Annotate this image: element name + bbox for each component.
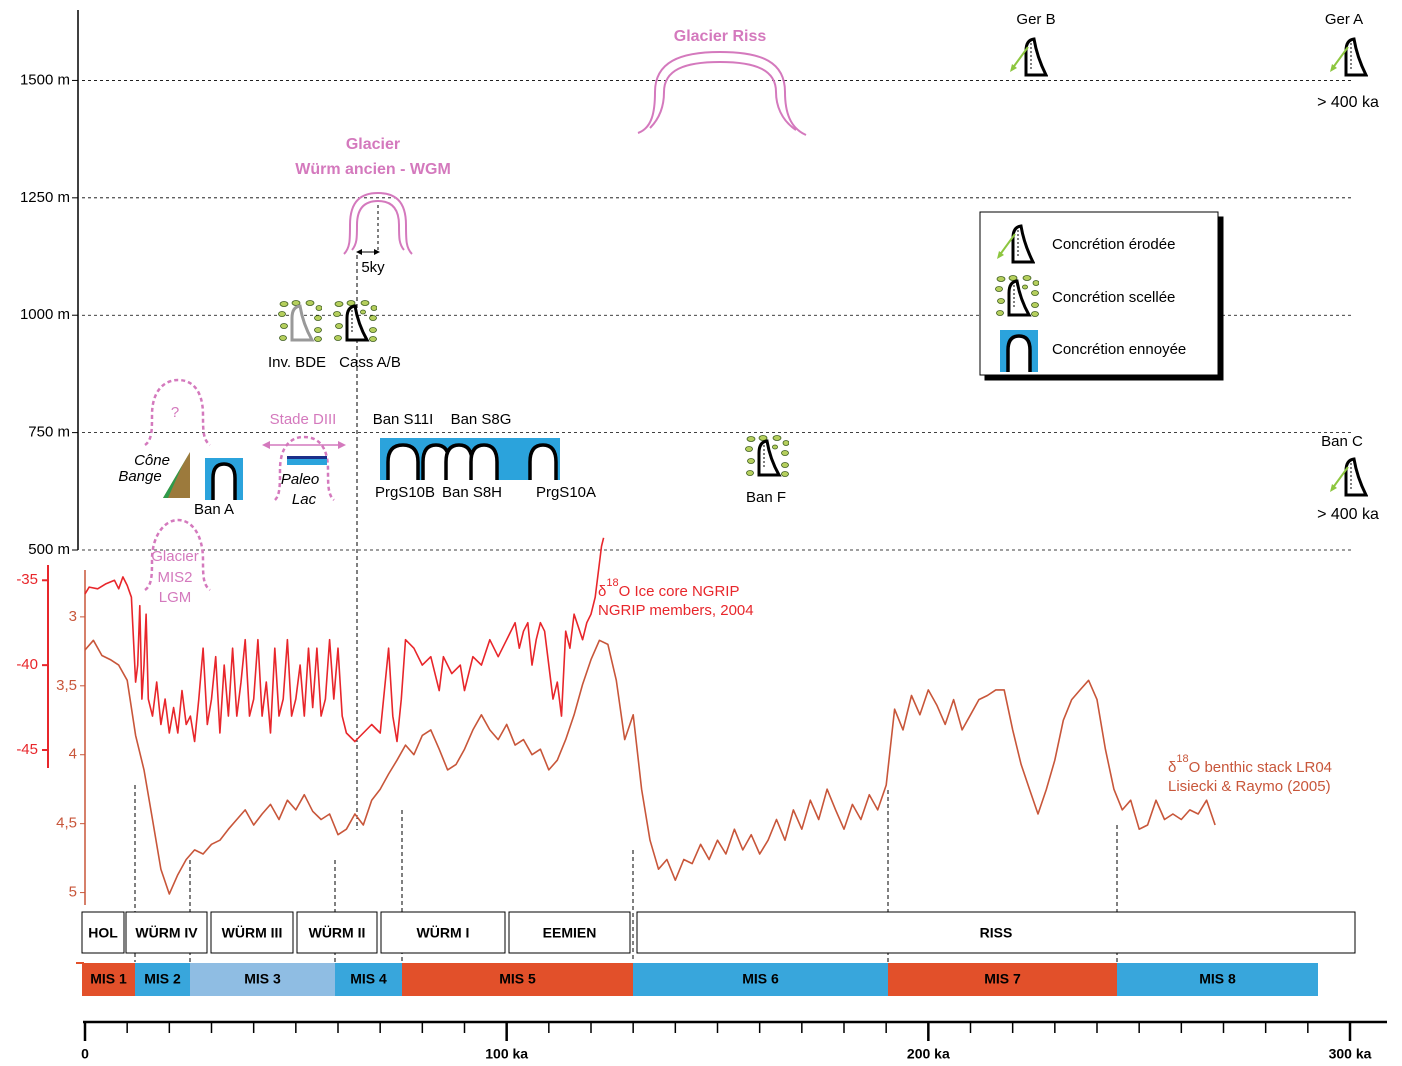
annotation: Cône <box>134 452 170 469</box>
annotation: Ban C <box>1321 433 1363 450</box>
series-label-part: 18 <box>1176 753 1188 765</box>
series-label-part: δ <box>598 583 606 600</box>
y-tick-label: 1000 m <box>20 306 70 323</box>
annotation: Ger B <box>1016 11 1055 28</box>
series-label-part: O Ice core NGRIP <box>619 583 740 600</box>
series-source: NGRIP members, 2004 <box>598 602 754 619</box>
annotation: Stade DIII <box>270 411 337 428</box>
y3-tick-label: 5 <box>69 884 77 901</box>
annotation: Paleo <box>281 471 319 488</box>
annotation: Ban A <box>194 501 234 518</box>
y-tick-label: 750 m <box>28 424 70 441</box>
series-label-part: δ <box>1168 759 1176 776</box>
chart: 500 m 750 m 1000 m 1250 m 1500 m -35 -40 -45 3 3,… <box>0 0 1402 1066</box>
annotation: Ban S8G <box>451 411 512 428</box>
annotation: Glacier <box>151 548 199 565</box>
annotation: PrgS10A <box>536 484 596 501</box>
series-source: Lisiecki & Raymo (2005) <box>1168 778 1331 795</box>
annotation: Würm ancien - WGM <box>295 161 451 178</box>
x-tick-label: 0 <box>81 1046 89 1062</box>
annotation: Inv. BDE <box>268 354 326 371</box>
period-label: WÜRM II <box>309 925 366 941</box>
legend-label: Concrétion scellée <box>1052 289 1175 306</box>
period-label: HOL <box>88 925 118 941</box>
y2-tick-label: -45 <box>16 741 38 758</box>
annotation: Glacier Riss <box>674 28 767 45</box>
x-tick-label: 200 ka <box>907 1046 950 1062</box>
y3-tick-label: 3 <box>69 608 77 625</box>
period-label: RISS <box>980 925 1013 941</box>
annotation: MIS2 <box>157 569 192 586</box>
annotation: > 400 ka <box>1317 94 1379 111</box>
glacier-riss <box>638 52 806 135</box>
annotation: LGM <box>159 589 192 606</box>
legend-label: Concrétion ennoyée <box>1052 341 1186 358</box>
series-label-part: O benthic stack LR04 <box>1189 759 1332 776</box>
mis-label: MIS 4 <box>350 971 387 987</box>
series-label-part: 18 <box>606 577 618 589</box>
x-axis: 0 100 ka 200 ka 300 ka <box>81 1022 1387 1062</box>
y2-tick-label: -40 <box>16 656 38 673</box>
y-tick-label: 500 m <box>28 541 70 558</box>
grid: 500 m 750 m 1000 m 1250 m 1500 m -35 -40 -45 3 3,… <box>16 10 1352 905</box>
y-tick-label: 1500 m <box>20 71 70 88</box>
x-tick-label: 100 ka <box>485 1046 528 1062</box>
mis-label: MIS 2 <box>144 971 181 987</box>
y3-tick-label: 4,5 <box>56 815 77 832</box>
mis-label: MIS 6 <box>742 971 779 987</box>
legend-label: Concrétion érodée <box>1052 236 1175 253</box>
annotation: Cass A/B <box>339 354 401 371</box>
glacier-wgm <box>344 193 412 255</box>
annotation: ? <box>171 404 179 421</box>
mis-label: MIS 5 <box>499 971 536 987</box>
annotation: Ban S8H <box>442 484 502 501</box>
series-label: δ18O Ice core NGRIP <box>598 577 739 600</box>
x-tick-label: 300 ka <box>1329 1046 1372 1062</box>
chronology: HOL WÜRM IV WÜRM III WÜRM II WÜRM I EEMIEN RIS… <box>76 912 1355 996</box>
y-tick-label: 1250 m <box>20 189 70 206</box>
annotation: 5ky <box>361 259 385 276</box>
annotation: Ban S11I <box>373 411 434 428</box>
annotation: Bange <box>118 468 161 485</box>
mis-label: MIS 1 <box>90 971 127 987</box>
series-label: δ18O benthic stack LR04 <box>1168 753 1332 776</box>
mis-label: MIS 3 <box>244 971 281 987</box>
y2-tick-label: -35 <box>16 571 38 588</box>
annotation: Glacier <box>346 136 400 153</box>
mis-label: MIS 7 <box>984 971 1021 987</box>
annotation: Ban F <box>746 489 786 506</box>
annotation: Lac <box>292 491 317 508</box>
period-label: EEMIEN <box>543 925 597 941</box>
legend: Concrétion érodée Concrétion scellée Con… <box>980 212 1218 375</box>
y3-tick-label: 4 <box>69 746 77 763</box>
y3-tick-label: 3,5 <box>56 677 77 694</box>
mis-label: MIS 8 <box>1199 971 1236 987</box>
annotation: Ger A <box>1325 11 1363 28</box>
annotation: > 400 ka <box>1317 506 1379 523</box>
period-label: WÜRM III <box>222 925 283 941</box>
period-label: WÜRM I <box>417 925 470 941</box>
annotation: PrgS10B <box>375 484 435 501</box>
period-label: WÜRM IV <box>135 925 198 941</box>
